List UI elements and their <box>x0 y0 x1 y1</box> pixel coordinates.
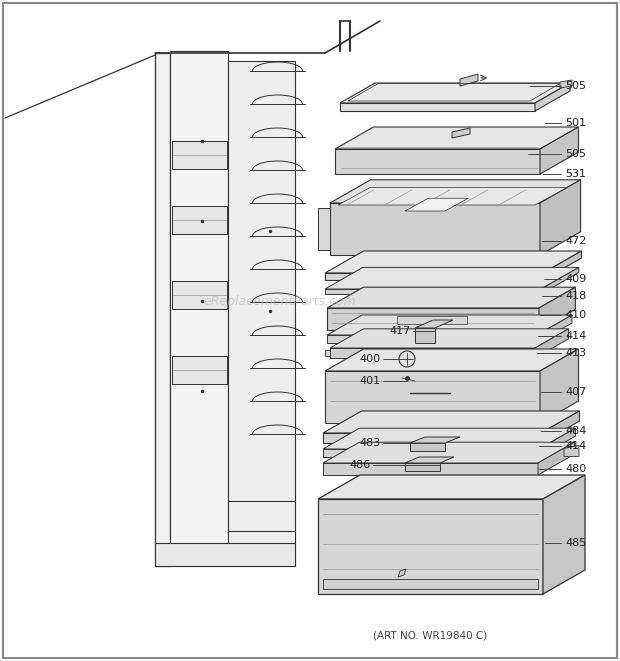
Polygon shape <box>155 543 295 566</box>
Polygon shape <box>228 61 295 566</box>
Polygon shape <box>539 287 575 330</box>
Polygon shape <box>415 320 453 328</box>
Polygon shape <box>540 180 580 255</box>
Text: 484: 484 <box>565 426 587 436</box>
Polygon shape <box>452 128 470 138</box>
Polygon shape <box>172 281 227 309</box>
Polygon shape <box>172 206 227 234</box>
Polygon shape <box>410 437 460 443</box>
Polygon shape <box>537 315 572 343</box>
Polygon shape <box>541 268 579 294</box>
Text: 485: 485 <box>565 538 587 548</box>
Polygon shape <box>325 371 540 423</box>
Polygon shape <box>539 428 575 457</box>
Polygon shape <box>340 103 535 111</box>
Polygon shape <box>535 329 569 358</box>
Polygon shape <box>172 356 227 384</box>
Polygon shape <box>535 83 570 111</box>
Text: 400: 400 <box>360 354 381 364</box>
Polygon shape <box>323 442 574 463</box>
Polygon shape <box>323 411 580 433</box>
Polygon shape <box>327 308 539 330</box>
Polygon shape <box>330 348 535 358</box>
Polygon shape <box>335 149 540 174</box>
Text: 505: 505 <box>565 81 586 91</box>
Polygon shape <box>330 180 580 203</box>
Text: 401: 401 <box>360 376 381 386</box>
Text: 501: 501 <box>565 118 586 128</box>
Polygon shape <box>327 287 575 308</box>
Polygon shape <box>323 579 538 589</box>
Polygon shape <box>405 198 468 211</box>
Polygon shape <box>330 329 569 348</box>
Polygon shape <box>540 349 578 423</box>
Text: 486: 486 <box>350 460 371 470</box>
Polygon shape <box>325 350 330 356</box>
Text: 480: 480 <box>565 464 587 474</box>
Polygon shape <box>338 188 567 205</box>
Polygon shape <box>335 127 578 149</box>
Text: 472: 472 <box>565 236 587 246</box>
Text: 410: 410 <box>565 310 586 320</box>
Polygon shape <box>323 433 541 443</box>
Polygon shape <box>560 80 572 88</box>
Polygon shape <box>325 289 541 294</box>
Polygon shape <box>155 53 170 566</box>
Polygon shape <box>325 251 582 273</box>
Polygon shape <box>398 569 406 577</box>
Polygon shape <box>543 251 582 280</box>
Polygon shape <box>543 475 585 594</box>
Polygon shape <box>410 443 445 451</box>
Polygon shape <box>325 273 543 280</box>
Polygon shape <box>323 463 538 475</box>
Polygon shape <box>397 316 467 324</box>
Polygon shape <box>323 449 539 457</box>
Text: 413: 413 <box>565 348 586 358</box>
Text: 409: 409 <box>565 274 587 284</box>
Polygon shape <box>323 428 575 449</box>
Text: 531: 531 <box>565 169 586 179</box>
Text: (ART NO. WR19840 C): (ART NO. WR19840 C) <box>373 631 487 641</box>
Polygon shape <box>318 475 585 499</box>
Polygon shape <box>460 74 478 86</box>
Polygon shape <box>325 268 579 289</box>
Polygon shape <box>318 208 330 250</box>
Polygon shape <box>170 51 228 566</box>
Polygon shape <box>318 499 543 594</box>
Text: 414: 414 <box>565 441 587 451</box>
Polygon shape <box>405 457 454 463</box>
Polygon shape <box>172 141 227 169</box>
Text: 414: 414 <box>565 331 587 341</box>
Text: 417: 417 <box>390 326 411 336</box>
Polygon shape <box>538 442 574 475</box>
Polygon shape <box>325 349 578 371</box>
Text: eReplacementParts.com: eReplacementParts.com <box>204 295 356 307</box>
Polygon shape <box>405 463 440 471</box>
Polygon shape <box>327 315 572 335</box>
Text: 483: 483 <box>360 438 381 448</box>
Polygon shape <box>327 335 537 343</box>
Polygon shape <box>340 83 570 103</box>
Polygon shape <box>415 328 435 343</box>
Polygon shape <box>564 446 579 457</box>
Text: 505: 505 <box>565 149 586 159</box>
Text: 418: 418 <box>565 291 587 301</box>
Polygon shape <box>540 127 578 174</box>
Polygon shape <box>541 411 580 443</box>
Text: 407: 407 <box>565 387 587 397</box>
Polygon shape <box>330 203 540 255</box>
